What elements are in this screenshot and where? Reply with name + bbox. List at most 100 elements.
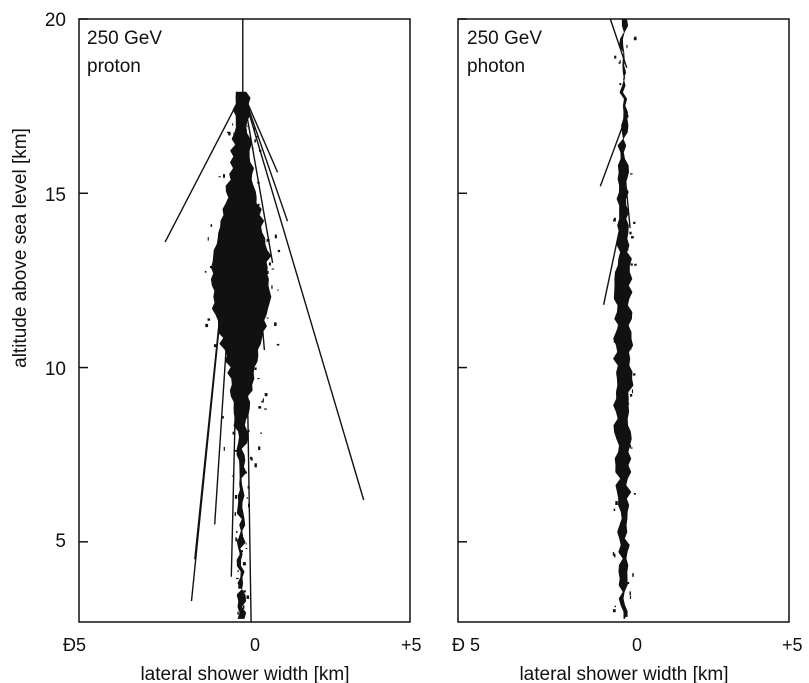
shower-particle: [626, 581, 630, 585]
shower-particle: [629, 595, 632, 599]
shower-particle: [250, 456, 253, 460]
shower-particle: [632, 573, 634, 577]
shower-particle: [237, 592, 241, 596]
shower-particle: [613, 217, 616, 222]
shower-particle: [613, 340, 617, 343]
shower-particle: [234, 450, 238, 452]
y-axis-label: altitude above sea level [km]: [10, 128, 31, 368]
shower-particle: [618, 316, 621, 318]
shower-particle: [617, 333, 619, 336]
shower-particle: [258, 406, 262, 409]
shower-particle: [623, 77, 626, 78]
shower-particle: [254, 139, 256, 143]
shower-particle: [239, 372, 243, 377]
shower-particle: [242, 562, 246, 566]
shower-particle: [624, 613, 628, 617]
shower-particle: [238, 585, 241, 589]
shower-particle: [242, 523, 245, 527]
shower-particle: [240, 374, 243, 378]
shower-particle: [626, 402, 630, 405]
shower-particle: [240, 366, 242, 369]
shower-particle: [232, 431, 236, 435]
x-tick-label-min-photon: Ð 5: [452, 635, 480, 655]
shower-particle: [621, 356, 623, 359]
shower-core: [210, 91, 272, 619]
shower-particle: [620, 269, 623, 272]
tracks-photon: [599, 18, 631, 305]
shower-particle: [630, 447, 633, 449]
particle-track: [164, 91, 244, 243]
shower-particle: [233, 318, 237, 322]
shower-particle: [235, 538, 238, 542]
y-tick-label-20: 20: [45, 10, 66, 31]
shower-particle: [242, 605, 245, 609]
shower-particle: [630, 173, 633, 175]
shower-particle: [240, 452, 243, 455]
shower-particle: [626, 114, 629, 118]
shower-particle: [259, 246, 261, 249]
shower-particle: [246, 595, 250, 599]
shower-particle: [213, 344, 217, 348]
shower-particle: [254, 367, 257, 370]
shower-particle: [232, 387, 235, 391]
shower-particle: [252, 281, 254, 284]
particle-track: [214, 92, 244, 525]
shower-particle: [614, 55, 617, 59]
shower-particle: [237, 383, 239, 387]
x-tick-label-zero-proton: 0: [250, 635, 260, 655]
shower-particle: [618, 168, 621, 172]
shower-particle: [618, 62, 621, 64]
x-tick-label-max-photon: +5: [782, 635, 803, 655]
shower-particle: [257, 203, 260, 206]
shower-particle: [254, 463, 257, 468]
shower-particle: [633, 37, 637, 40]
shower-particle: [616, 372, 619, 376]
plot-frame-proton: [78, 18, 411, 623]
shower-particle: [234, 300, 236, 304]
y-tick-label-5: 5: [55, 531, 66, 552]
shower-particle: [277, 289, 279, 291]
shower-particle: [243, 590, 246, 593]
shower-particle: [207, 237, 209, 241]
shower-particle: [266, 317, 269, 319]
shower-particle: [615, 501, 618, 505]
shower-particle: [619, 60, 621, 64]
shower-particle: [234, 512, 236, 516]
shower-particle: [624, 549, 628, 553]
shower-particle: [237, 414, 241, 417]
shower-particle: [238, 113, 240, 116]
particle-track: [242, 92, 252, 623]
shower-particle: [244, 471, 247, 474]
shower-particle: [258, 249, 261, 252]
shower-particle: [258, 446, 261, 451]
shower-particle: [624, 217, 627, 220]
shower-photon: [612, 18, 637, 619]
annotation-energy-proton: 250 GeV: [87, 28, 162, 49]
shower-particle: [249, 186, 251, 190]
particle-track: [622, 158, 631, 229]
shower-particle: [239, 613, 242, 618]
shower-particle: [246, 195, 250, 199]
shower-particle: [634, 263, 637, 266]
shower-particle: [240, 286, 243, 288]
x-tick-label-max-proton: +5: [401, 635, 422, 655]
shower-particle: [241, 550, 243, 553]
shower-particle: [618, 463, 620, 466]
shower-particle: [204, 270, 207, 273]
shower-particle: [274, 234, 277, 239]
shower-particle: [232, 152, 234, 155]
x-axis-label-proton: lateral shower width [km]: [140, 664, 349, 683]
x-axis-label-photon: lateral shower width [km]: [519, 664, 728, 683]
shower-particle: [626, 504, 629, 508]
shower-particle: [620, 568, 622, 570]
shower-particle: [271, 285, 273, 289]
shower-particle: [222, 416, 224, 419]
shower-particle: [626, 44, 628, 49]
shower-particle: [251, 369, 254, 371]
shower-particle: [246, 497, 248, 499]
shower-core: [613, 18, 634, 619]
shower-particle: [210, 224, 213, 227]
shower-particle: [260, 432, 262, 434]
y-tick-label-10: 10: [45, 359, 66, 380]
